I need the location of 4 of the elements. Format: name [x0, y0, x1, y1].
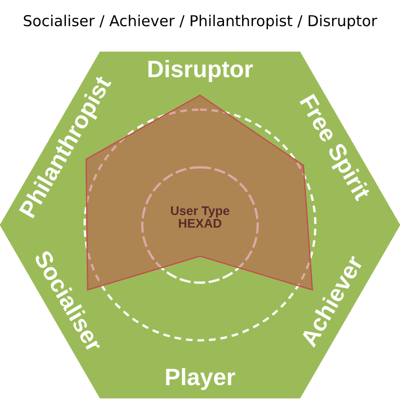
- spoke-label: Player: [166, 368, 236, 390]
- text: User Type HEXAD: [170, 206, 230, 228]
- spoke-label: Disruptor: [148, 60, 253, 82]
- chart-title: Socialiser / Achiever / Philanthropist / Disruptor: [24, 14, 378, 30]
